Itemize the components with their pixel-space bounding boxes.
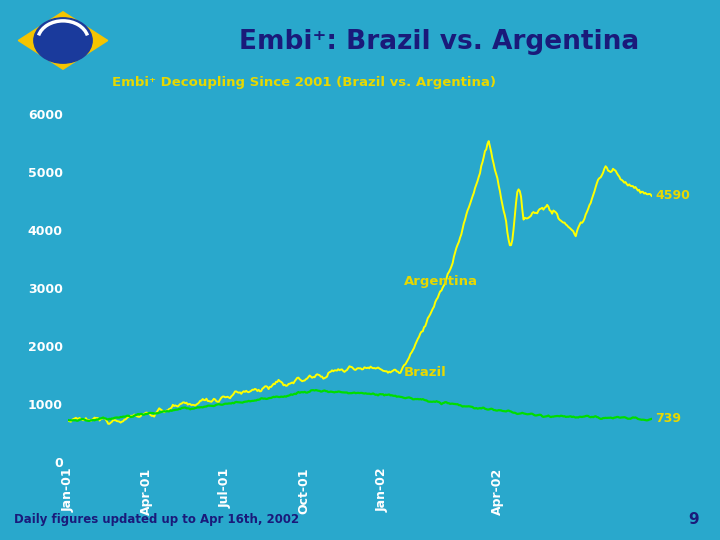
Text: 739: 739 [655,413,681,426]
Text: Daily figures updated up to Apr 16th, 2002: Daily figures updated up to Apr 16th, 20… [14,514,300,526]
Text: Embi⁺: Brazil vs. Argentina: Embi⁺: Brazil vs. Argentina [239,29,639,55]
Circle shape [34,18,92,63]
Text: 9: 9 [688,511,698,526]
Text: Embi⁺ Decoupling Since 2001 (Brazil vs. Argentina): Embi⁺ Decoupling Since 2001 (Brazil vs. … [112,76,495,89]
Text: 4590: 4590 [655,190,690,202]
Text: Argentina: Argentina [404,275,478,288]
Polygon shape [18,12,108,69]
Text: Brazil: Brazil [404,366,447,379]
